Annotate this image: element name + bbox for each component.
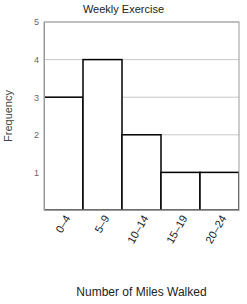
y-tick-label: 1: [34, 168, 39, 178]
x-tick-label: 5–9: [92, 213, 112, 235]
bar: [161, 172, 200, 210]
grid-line: [44, 59, 239, 60]
x-tick: 5–9: [92, 210, 112, 235]
plot: 1 2 3 4 5 0–4 5–9 10–14 15–19 20–24: [34, 17, 240, 245]
x-tick: 15–19: [164, 210, 190, 245]
x-tick-label: 10–14: [125, 213, 151, 245]
bar: [83, 60, 122, 210]
y-tick: 3: [34, 93, 44, 103]
x-axis: 0–4 5–9 10–14 15–19 20–24: [45, 210, 240, 245]
plot-frame: [44, 22, 239, 210]
x-tick: 10–14: [125, 210, 151, 245]
bars: [44, 60, 239, 210]
bar: [122, 135, 161, 210]
y-tick-label: 4: [34, 55, 39, 65]
x-tick: 20–24: [203, 210, 229, 245]
x-axis-line: [45, 210, 240, 211]
title: Weekly Exercise: [83, 3, 164, 15]
x-tick: 0–4: [53, 210, 73, 235]
y-axis: 1 2 3 4 5: [34, 17, 45, 210]
bar: [44, 97, 83, 210]
y-tick-label: 2: [34, 130, 39, 140]
y-tick-label: 3: [34, 93, 39, 103]
x-tick-label: 0–4: [53, 213, 73, 235]
x-axis-title: Number of Miles Walked: [76, 285, 206, 299]
y-tick: 5: [34, 17, 44, 27]
y-tick: 2: [34, 130, 44, 140]
y-axis-title: Frequency: [2, 90, 14, 142]
y-tick-label: 5: [34, 17, 39, 27]
chart: 1 2 3 4 5 0–4 5–9 10–14 15–19 20–24 Weekly Exercis…: [0, 0, 247, 304]
y-axis-line: [44, 23, 45, 211]
x-tick-label: 20–24: [203, 213, 229, 245]
x-tick-label: 15–19: [164, 213, 190, 245]
bar: [200, 172, 239, 210]
y-tick: 4: [34, 55, 44, 65]
y-tick: 1: [34, 168, 44, 178]
